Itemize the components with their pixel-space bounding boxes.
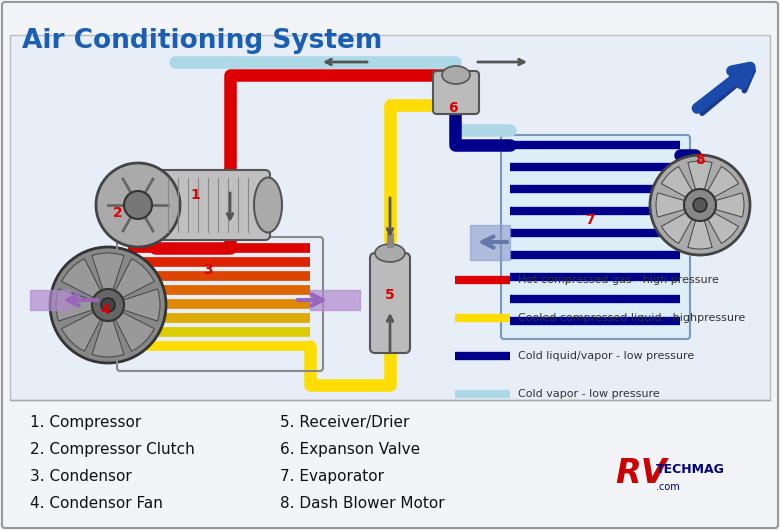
Text: 5: 5 (385, 288, 395, 302)
Wedge shape (656, 193, 700, 217)
Text: Hot compressed gas - high pressure: Hot compressed gas - high pressure (518, 275, 719, 285)
Text: 6: 6 (448, 101, 458, 115)
Text: 7: 7 (585, 213, 595, 227)
Wedge shape (688, 161, 712, 205)
Text: 4: 4 (100, 303, 110, 317)
Text: Air Conditioning System: Air Conditioning System (22, 28, 382, 54)
Text: 8. Dash Blower Motor: 8. Dash Blower Motor (280, 496, 445, 511)
Circle shape (684, 189, 716, 221)
Wedge shape (108, 289, 160, 321)
Wedge shape (62, 305, 108, 351)
Text: .com: .com (656, 482, 679, 492)
Text: 1. Compressor: 1. Compressor (30, 415, 141, 430)
Ellipse shape (442, 66, 470, 84)
Text: Cold liquid/vapor - low pressure: Cold liquid/vapor - low pressure (518, 351, 694, 361)
Text: TECHMAG: TECHMAG (656, 463, 725, 476)
FancyBboxPatch shape (501, 135, 690, 339)
Wedge shape (700, 193, 744, 217)
Text: 8: 8 (695, 153, 705, 167)
Text: 1: 1 (190, 188, 200, 202)
Wedge shape (108, 305, 154, 351)
Ellipse shape (254, 178, 282, 233)
Wedge shape (108, 259, 154, 305)
FancyBboxPatch shape (370, 253, 410, 353)
Text: 5. Receiver/Drier: 5. Receiver/Drier (280, 415, 410, 430)
Wedge shape (56, 289, 108, 321)
Bar (10, 35, 770, 400)
Wedge shape (700, 205, 739, 243)
Text: 3: 3 (203, 263, 213, 277)
Ellipse shape (375, 244, 405, 262)
Wedge shape (700, 166, 739, 205)
Text: 7. Evaporator: 7. Evaporator (280, 469, 384, 484)
Circle shape (101, 298, 115, 312)
Circle shape (693, 198, 707, 212)
Circle shape (96, 163, 180, 247)
Text: 6. Expanson Valve: 6. Expanson Valve (280, 442, 420, 457)
Circle shape (50, 247, 166, 363)
FancyArrowPatch shape (702, 71, 753, 113)
Wedge shape (661, 166, 700, 205)
Wedge shape (92, 305, 124, 357)
Wedge shape (661, 205, 700, 243)
Wedge shape (688, 205, 712, 249)
Text: 3. Condensor: 3. Condensor (30, 469, 132, 484)
FancyBboxPatch shape (150, 170, 270, 240)
Text: 2. Compressor Clutch: 2. Compressor Clutch (30, 442, 195, 457)
Text: 4. Condensor Fan: 4. Condensor Fan (30, 496, 163, 511)
Wedge shape (62, 259, 108, 305)
Text: Cold vapor - low pressure: Cold vapor - low pressure (518, 389, 660, 399)
Circle shape (124, 191, 152, 219)
Text: Cooled compressed liquid - highpressure: Cooled compressed liquid - highpressure (518, 313, 745, 323)
Text: 2: 2 (113, 206, 123, 220)
Text: RV: RV (615, 457, 667, 490)
Circle shape (92, 289, 124, 321)
Wedge shape (92, 253, 124, 305)
FancyBboxPatch shape (433, 71, 479, 114)
Circle shape (650, 155, 750, 255)
